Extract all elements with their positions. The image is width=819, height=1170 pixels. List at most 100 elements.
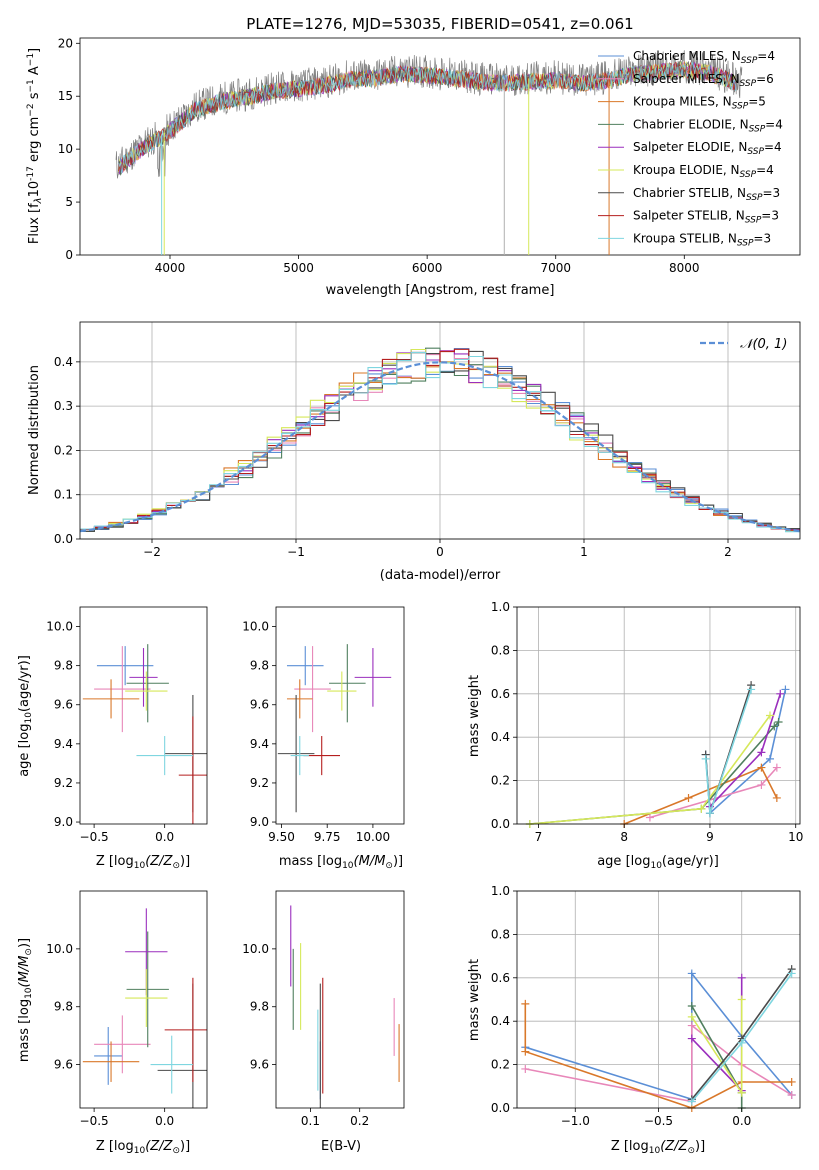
- z-age-ylabel-rest: (age/yr)]: [17, 655, 32, 712]
- z-weight-marker-salpeter-elodie: [687, 1034, 696, 1043]
- age-weight-marker-chabrier-miles: [781, 685, 790, 694]
- age-weight-marker-salpeter-miles: [772, 763, 781, 772]
- z-weight-marker-kroupa-elodie: [737, 995, 746, 1004]
- legend-label-tail: =3: [753, 231, 771, 245]
- legend-label-tail: =4: [765, 117, 783, 131]
- mass-age-panel: 9.50 9.75 10.00 9.0 9.2 9.4 9.6 9.8 10.0 mass [l…: [242, 606, 405, 871]
- mass-age-xlabel: mass [log10(M/M⊙)]: [279, 854, 403, 871]
- spectrum-legend-label: Chabrier ELODIE, NSSP=4: [633, 117, 783, 134]
- age-weight-lines: [525, 681, 790, 828]
- z-weight-xlabel-part1: Z [log: [611, 1139, 649, 1154]
- legend-label-main: Chabrier STELIB, N: [633, 186, 746, 200]
- age-weight-ylabel: mass weight: [467, 675, 482, 757]
- mass-age-ytick-label: 9.4: [250, 737, 269, 751]
- residuals-legend-label: 𝒩(0, 1): [740, 337, 787, 352]
- age-weight-axes-frame: [516, 606, 801, 825]
- mass-age-ytick-label: 9.6: [250, 698, 269, 712]
- legend-label-tail: =3: [761, 209, 779, 223]
- legend-label-tail: =3: [763, 186, 781, 200]
- age-weight-marker-salpeter-miles: [645, 813, 654, 822]
- mass-age-ytick-label: 10.0: [242, 620, 269, 634]
- spectrum-ytick-label: 5: [65, 195, 73, 209]
- z-mass-xlabel-sub: 10: [134, 1146, 146, 1156]
- age-weight-marker-kroupa-elodie: [765, 711, 774, 720]
- spectrum-legend-label: Salpeter ELODIE, NSSP=4: [633, 140, 782, 157]
- mass-age-ytick-label: 9.8: [250, 659, 269, 673]
- legend-label-main: Kroupa ELODIE, N: [633, 163, 740, 177]
- z-mass-ylabel-sun: ⊙: [24, 948, 34, 956]
- age-weight-xtick-label: 10: [788, 830, 803, 844]
- residuals-xtick-label: −2: [143, 545, 161, 559]
- spectrum-legend-label: Chabrier MILES, NSSP=4: [633, 49, 775, 66]
- mass-age-xtick-label: 9.50: [268, 830, 295, 844]
- spectrum-ylabel-exp4: −1: [26, 53, 36, 66]
- z-mass-ticks: −0.5 0.0 9.6 9.8 10.0: [46, 942, 174, 1128]
- z-weight-ytick-label: 0.4: [491, 1014, 510, 1028]
- z-weight-ylabel: mass weight: [467, 959, 482, 1041]
- age-weight-marker-salpeter-elodie: [757, 748, 766, 757]
- z-mass-xlabel-sun: ⊙: [172, 1146, 180, 1156]
- legend-label-main: Kroupa STELIB, N: [633, 231, 737, 245]
- residuals-ytick-label: 0.4: [54, 355, 73, 369]
- z-weight-xlabel-sun: ⊙: [687, 1146, 695, 1156]
- z-age-xlabel-rest: (Z/Z: [145, 854, 173, 869]
- age-weight-marker-chabrier-miles: [765, 754, 774, 763]
- z-mass-xtick-label: −0.5: [80, 1114, 109, 1128]
- z-age-ytick-label: 9.6: [54, 698, 73, 712]
- z-mass-ytick-label: 9.6: [54, 1058, 73, 1072]
- z-age-ytick-label: 9.8: [54, 659, 73, 673]
- z-weight-marker-kroupa-stelib: [687, 1097, 696, 1106]
- age-weight-marker-kroupa-stelib: [747, 685, 756, 694]
- z-weight-marker-salpeter-miles: [521, 1064, 530, 1073]
- ebv-mass-ytick-label: 9.6: [250, 1058, 269, 1072]
- age-weight-marker-salpeter-miles: [757, 780, 766, 789]
- mass-age-xtick-label: 9.75: [314, 830, 341, 844]
- z-weight-ytick-label: 0.0: [491, 1101, 510, 1115]
- spectrum-ylabel: Flux [fλ10-17 erg cm−2 s−1 A−1]: [26, 48, 44, 244]
- age-weight-ytick-label: 0.2: [491, 774, 510, 788]
- residuals-xtick-label: 1: [580, 545, 588, 559]
- legend-label-sub: SSP: [737, 238, 754, 248]
- legend-label-main: Salpeter ELODIE, N: [633, 140, 747, 154]
- z-mass-xlabel-part1: Z [log: [96, 1139, 134, 1154]
- z-mass-xlabel-close: )]: [180, 1139, 190, 1154]
- z-mass-ytick-label: 9.8: [54, 1000, 73, 1014]
- residuals-ytick-label: 0.3: [54, 399, 73, 413]
- z-age-ytick-label: 9.0: [54, 815, 73, 829]
- mass-age-xlabel-sub: 10: [342, 861, 354, 871]
- age-weight-xlabel-part1: age [log: [597, 854, 650, 869]
- spectrum-ylabel-part1: Flux [f: [27, 203, 42, 244]
- spectrum-legend-label: Salpeter MILES, NSSP=6: [633, 72, 774, 89]
- z-age-ylabel: age [log10(age/yr)]: [17, 655, 34, 777]
- ebv-mass-ytick-label: 9.8: [250, 1000, 269, 1014]
- age-weight-marker-kroupa-elodie: [697, 804, 706, 813]
- spectrum-ytick-label: 10: [58, 142, 73, 156]
- legend-label-sub: SSP: [746, 193, 763, 203]
- z-age-ytick-label: 9.4: [54, 737, 73, 751]
- ebv-mass-panel: 0.1 0.2 9.6 9.8 10.0 E(B-V): [242, 890, 405, 1154]
- z-weight-marker-kroupa-stelib: [787, 969, 796, 978]
- spectrum-axes-frame: [79, 37, 801, 256]
- z-weight-ytick-label: 0.6: [491, 971, 510, 985]
- age-weight-marker-kroupa-miles: [684, 793, 693, 802]
- z-age-xlabel-sun: ⊙: [172, 861, 180, 871]
- age-weight-marker-chabrier-elodie: [774, 718, 783, 727]
- z-weight-ticks: −1.0 −0.5 0.0 0.0 0.2 0.4 0.6 0.8 1.0: [491, 884, 751, 1128]
- legend-label-main: Chabrier MILES, N: [633, 49, 741, 63]
- spectrum-lines: [115, 50, 743, 255]
- age-weight-line-kroupa-miles: [623, 766, 778, 825]
- legend-label-sub: SSP: [732, 102, 749, 112]
- z-mass-ylabel-rest: (M/M: [17, 956, 32, 988]
- spectrum-ylabel-exp2: −2: [26, 103, 36, 116]
- z-age-xlabel-sub: 10: [134, 861, 146, 871]
- residuals-ytick-label: 0.0: [54, 532, 73, 546]
- mass-age-ytick-label: 9.2: [250, 776, 269, 790]
- z-age-errorbars: [82, 644, 207, 824]
- z-weight-xtick-label: −0.5: [644, 1114, 673, 1128]
- residuals-hist-kroupa-stelib: [80, 351, 800, 533]
- age-weight-marker-kroupa-miles: [757, 763, 766, 772]
- z-age-axes-frame: [79, 606, 208, 825]
- residuals-ylabel: Normed distribution: [27, 365, 42, 495]
- mass-age-ytick-label: 9.0: [250, 815, 269, 829]
